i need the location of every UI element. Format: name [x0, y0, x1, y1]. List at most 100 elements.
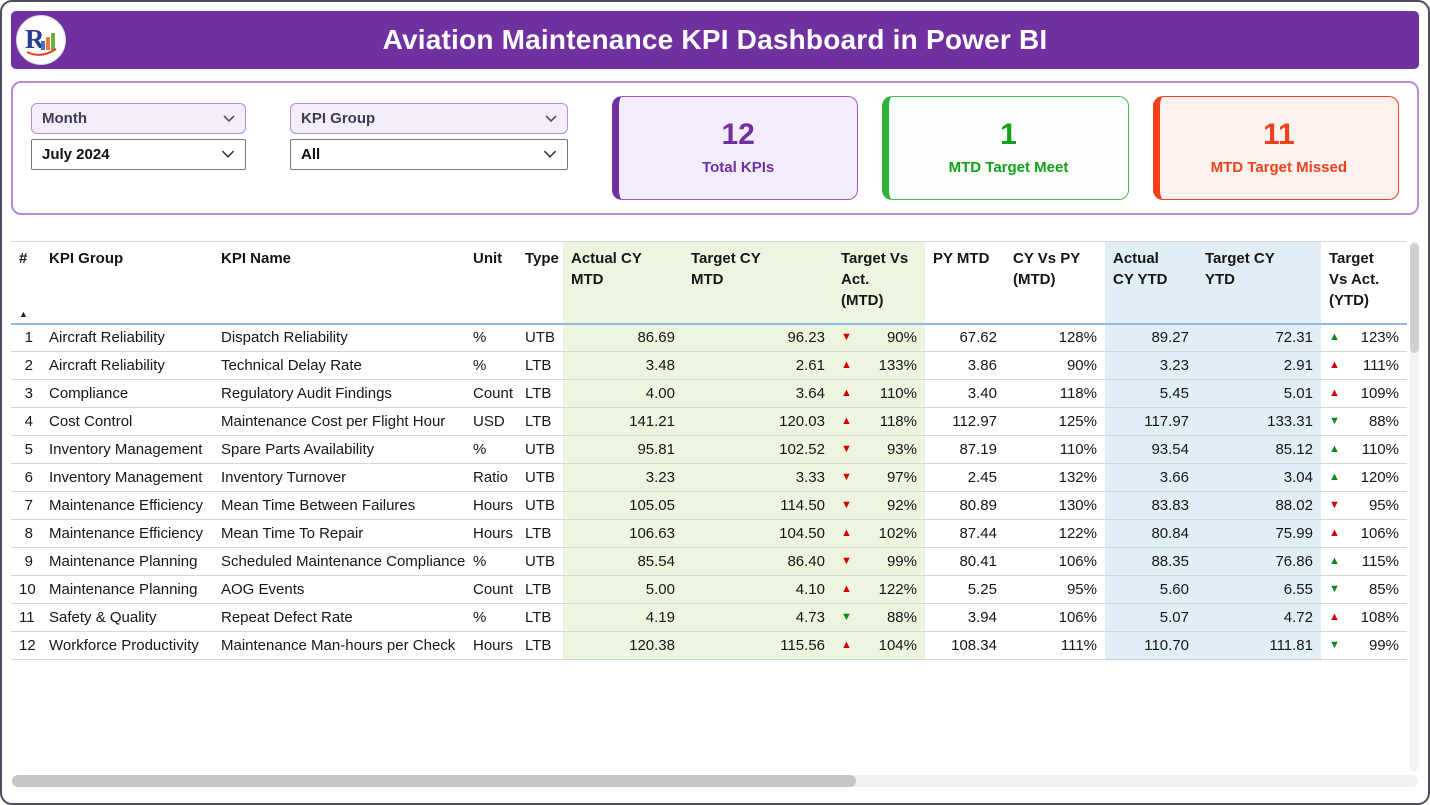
cell-target-vs-act-ytd: ▲ 111%: [1321, 351, 1407, 380]
arrow-up-icon: ▲: [1329, 359, 1340, 371]
percent-value: 115%: [1361, 553, 1399, 570]
cell-target-cy-mtd: 4.73: [683, 603, 833, 632]
cell-target-vs-act-mtd: ▼ 92%: [833, 491, 925, 520]
month-slicer-label: Month: [42, 110, 87, 127]
cell-cy-vs-py-mtd: 118%: [1005, 379, 1105, 408]
column-header-label: Target Vs Act. (YTD): [1329, 250, 1380, 309]
table-row: 9 Maintenance Planning Scheduled Maintenan…: [11, 547, 1407, 576]
cell-cy-vs-py-mtd: 130%: [1005, 491, 1105, 520]
cell-actual-cy-ytd: 5.45: [1105, 379, 1197, 408]
cell-actual-cy-ytd: 3.23: [1105, 351, 1197, 380]
percent-value: 88%: [1368, 413, 1399, 430]
horizontal-scrollbar[interactable]: [12, 775, 1418, 787]
cell-actual-cy-mtd: 3.23: [563, 463, 683, 492]
cell-py-mtd: 3.86: [925, 351, 1005, 380]
percent-value: 92%: [886, 497, 917, 514]
cell-actual-cy-mtd: 5.00: [563, 575, 683, 604]
kpi-group-slicer-dropdown[interactable]: All: [290, 139, 568, 170]
month-slicer-dropdown[interactable]: July 2024: [31, 139, 246, 170]
cell-actual-cy-ytd: 117.97: [1105, 407, 1197, 436]
column-header-target-cy-ytd[interactable]: Target CY YTD: [1197, 241, 1321, 325]
cell-kpi-group: Safety & Quality: [41, 603, 213, 632]
percent-value: 123%: [1360, 329, 1399, 347]
arrow-up-icon: ▲: [1329, 443, 1340, 455]
table-row: 5 Inventory Management Spare Parts Availab…: [11, 435, 1407, 464]
cell-py-mtd: 108.34: [925, 631, 1005, 660]
percent-value: 99%: [1368, 637, 1399, 654]
column-header-kpi-name[interactable]: KPI Name: [213, 241, 465, 325]
cell-num: 1: [11, 323, 41, 352]
cell-actual-cy-mtd: 120.38: [563, 631, 683, 660]
arrow-down-icon: ▼: [1329, 499, 1340, 511]
horizontal-scrollbar-thumb[interactable]: [12, 775, 856, 787]
cell-kpi-group: Inventory Management: [41, 463, 213, 492]
column-header-target-cy-mtd[interactable]: Target CY MTD: [683, 241, 833, 325]
cell-target-vs-act-ytd: ▲ 115%: [1321, 547, 1407, 576]
total-kpis-card: 12 Total KPIs: [612, 96, 859, 200]
cell-target-vs-act-mtd: ▲ 118%: [833, 407, 925, 436]
filter-panel: Month July 2024 KPI Group All 12 Total K…: [11, 81, 1419, 215]
column-header-label: KPI Name: [221, 250, 292, 267]
cell-target-vs-act-mtd: ▼ 93%: [833, 435, 925, 464]
column-header-label: #: [19, 250, 28, 267]
column-header-actual-cy-ytd[interactable]: Actual CY YTD: [1105, 241, 1197, 325]
cell-target-cy-mtd: 4.10: [683, 575, 833, 604]
table-row: 10 Maintenance Planning AOG Events Count LTB…: [11, 575, 1407, 604]
percent-value: 120%: [1360, 469, 1399, 486]
cell-target-cy-ytd: 5.01: [1197, 379, 1321, 408]
arrow-up-icon: ▲: [1329, 331, 1340, 344]
cell-kpi-name: Repeat Defect Rate: [213, 603, 465, 632]
percent-value: 110%: [879, 385, 917, 402]
kpi-cards: 12 Total KPIs 1 MTD Target Meet 11 MTD T…: [612, 96, 1399, 200]
column-header-label: Type: [525, 250, 559, 267]
cell-kpi-name: AOG Events: [213, 575, 465, 604]
cell-actual-cy-mtd: 86.69: [563, 323, 683, 352]
cell-num: 5: [11, 435, 41, 464]
column-header-target-vs-act-ytd[interactable]: Target Vs Act. (YTD): [1321, 241, 1407, 325]
column-header-target-vs-act-mtd[interactable]: Target Vs Act. (MTD): [833, 241, 925, 325]
cell-cy-vs-py-mtd: 106%: [1005, 603, 1105, 632]
month-slicer-header[interactable]: Month: [31, 103, 246, 134]
cell-type: UTB: [517, 491, 563, 520]
table-row: 3 Compliance Regulatory Audit Findings Coun…: [11, 379, 1407, 408]
cell-cy-vs-py-mtd: 132%: [1005, 463, 1105, 492]
cell-py-mtd: 87.44: [925, 519, 1005, 548]
column-header-label: Target CY MTD: [691, 250, 761, 288]
column-header-num[interactable]: # ▲: [11, 241, 41, 325]
vertical-scrollbar-thumb[interactable]: [1410, 243, 1419, 353]
column-header-kpi-group[interactable]: KPI Group: [41, 241, 213, 325]
cell-py-mtd: 3.94: [925, 603, 1005, 632]
column-header-py-mtd[interactable]: PY MTD: [925, 241, 1005, 325]
month-slicer-value: July 2024: [42, 146, 110, 163]
cell-unit: %: [465, 603, 517, 632]
column-header-type[interactable]: Type: [517, 241, 563, 325]
table-row: 2 Aircraft Reliability Technical Delay Rat…: [11, 351, 1407, 380]
arrow-down-icon: ▼: [1329, 639, 1340, 651]
percent-value: 110%: [1361, 441, 1399, 458]
cell-target-vs-act-ytd: ▼ 85%: [1321, 575, 1407, 604]
cell-kpi-name: Technical Delay Rate: [213, 351, 465, 380]
percent-value: 93%: [886, 441, 917, 458]
table-row: 7 Maintenance Efficiency Mean Time Between…: [11, 491, 1407, 520]
cell-num: 7: [11, 491, 41, 520]
cell-cy-vs-py-mtd: 95%: [1005, 575, 1105, 604]
chevron-down-icon: [543, 150, 557, 158]
column-header-actual-cy-mtd[interactable]: Actual CY MTD: [563, 241, 683, 325]
logo: R: [16, 15, 66, 65]
column-header-cy-vs-py-mtd[interactable]: CY Vs PY (MTD): [1005, 241, 1105, 325]
arrow-up-icon: ▲: [841, 387, 852, 399]
kpi-group-slicer-header[interactable]: KPI Group: [290, 103, 568, 134]
arrow-down-icon: ▼: [1329, 415, 1340, 427]
arrow-up-icon: ▲: [1329, 527, 1340, 539]
cell-target-vs-act-ytd: ▲ 108%: [1321, 603, 1407, 632]
vertical-scrollbar[interactable]: [1410, 241, 1419, 771]
cell-target-cy-mtd: 2.61: [683, 351, 833, 380]
cell-type: LTB: [517, 379, 563, 408]
percent-value: 95%: [1368, 497, 1399, 514]
column-header-label: PY MTD: [933, 250, 990, 267]
cell-target-vs-act-mtd: ▲ 110%: [833, 379, 925, 408]
kpi-table: # ▲ KPI Group KPI Name Unit Type Actual CY MTD…: [11, 241, 1419, 771]
column-header-unit[interactable]: Unit: [465, 241, 517, 325]
column-header-label: Actual CY YTD: [1113, 250, 1168, 288]
